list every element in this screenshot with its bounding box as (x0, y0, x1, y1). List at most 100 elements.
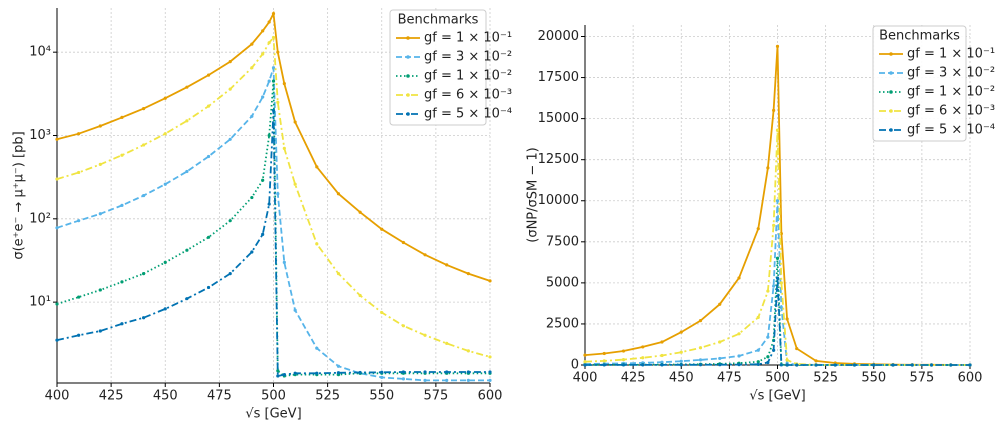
point (336, 364, 341, 368)
point (445, 370, 449, 374)
point (698, 358, 703, 362)
point (142, 271, 146, 276)
point (718, 363, 722, 367)
point (929, 363, 934, 367)
point (737, 276, 741, 280)
point (282, 146, 286, 150)
point (228, 271, 232, 276)
point (267, 202, 271, 206)
point (55, 226, 59, 230)
point (271, 66, 276, 70)
point (423, 370, 427, 374)
point (583, 360, 587, 364)
point (142, 143, 146, 147)
x-tick-label: 575 (423, 389, 448, 404)
point (772, 223, 776, 227)
x-tick-label: 525 (813, 371, 838, 386)
point (641, 345, 645, 349)
point (737, 362, 741, 367)
x-tick-label: 475 (717, 371, 742, 386)
point (336, 192, 341, 196)
legend-label: gf = 1 × 10⁻¹ (907, 47, 995, 62)
point (766, 289, 770, 293)
x-tick-label: 550 (861, 371, 886, 386)
point (718, 302, 722, 306)
point (766, 335, 770, 339)
point (98, 288, 102, 292)
legend-marker (406, 36, 410, 40)
point (55, 302, 59, 306)
point (775, 276, 780, 280)
point (142, 107, 146, 111)
point (445, 341, 449, 345)
legend-title: Benchmarks (398, 13, 479, 28)
point (267, 41, 271, 45)
x-tick-label: 600 (478, 389, 503, 404)
point (872, 363, 876, 367)
point (77, 295, 81, 299)
point (315, 346, 319, 350)
x-tick-label: 600 (958, 371, 983, 386)
x-tick-label: 425 (99, 389, 124, 404)
x-axis-label: √s [GeV] (245, 407, 301, 422)
point (775, 199, 780, 203)
point (380, 370, 384, 374)
point (315, 165, 319, 169)
point (271, 12, 276, 16)
point (466, 378, 470, 382)
point (250, 114, 254, 118)
point (756, 348, 760, 352)
point (775, 44, 780, 48)
legend-label: gf = 5 × 10⁻⁴ (424, 107, 512, 122)
x-tick-label: 400 (573, 371, 598, 386)
point (293, 120, 297, 124)
point (380, 310, 384, 315)
point (120, 153, 124, 157)
point (336, 371, 341, 375)
point (228, 219, 232, 223)
x-tick-label: 450 (153, 389, 178, 404)
point (55, 338, 59, 342)
point (779, 305, 783, 310)
x-axis-label: √s [GeV] (749, 389, 805, 404)
point (660, 363, 664, 367)
point (785, 363, 789, 367)
point (206, 154, 211, 159)
point (785, 358, 789, 362)
point (641, 363, 645, 367)
point (98, 162, 102, 166)
point (401, 377, 405, 381)
point (293, 182, 297, 186)
point (120, 203, 124, 207)
point (77, 219, 81, 223)
point (766, 360, 770, 365)
point (276, 374, 280, 378)
y-tick-label: 10² (29, 211, 51, 226)
point (185, 248, 189, 252)
point (380, 227, 384, 231)
point (250, 66, 254, 70)
point (380, 375, 384, 379)
x-tick-label: 475 (207, 389, 232, 404)
point (423, 378, 427, 382)
point (267, 133, 271, 138)
x-tick-label: 500 (261, 389, 286, 404)
point (276, 100, 280, 104)
point (185, 85, 189, 89)
point (488, 378, 492, 382)
point (602, 351, 606, 356)
x-tick-label: 500 (765, 371, 790, 386)
point (775, 256, 780, 260)
point (737, 354, 741, 358)
legend-marker (889, 90, 893, 94)
legend-label: gf = 6 × 10⁻³ (907, 104, 995, 119)
point (718, 356, 722, 361)
point (282, 260, 286, 264)
y-axis-label: σ(e⁺e⁻ → μ⁺μ⁻) [pb] (12, 131, 27, 259)
point (968, 363, 972, 367)
point (358, 370, 362, 375)
point (276, 50, 280, 54)
point (206, 285, 211, 290)
point (814, 359, 818, 363)
point (261, 232, 265, 236)
